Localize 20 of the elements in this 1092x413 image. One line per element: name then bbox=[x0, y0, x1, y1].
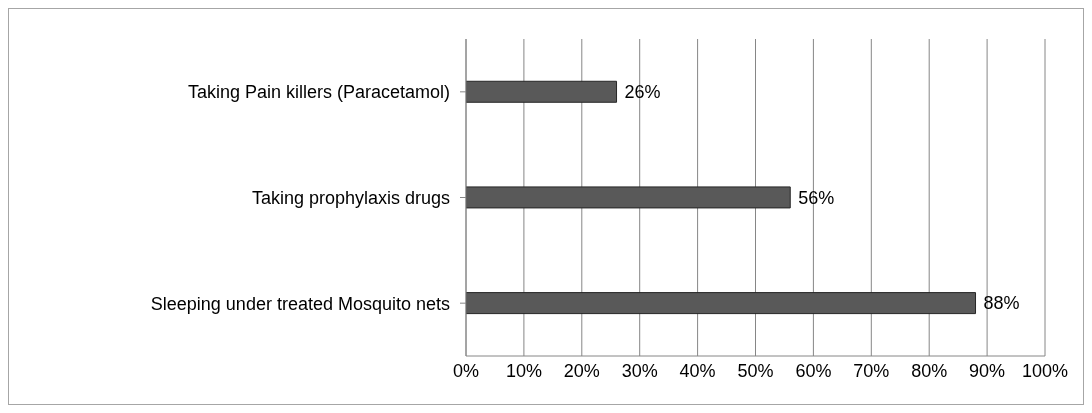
x-tick-label: 0% bbox=[452, 360, 480, 381]
x-tick-label: 90% bbox=[969, 360, 1006, 381]
x-tick-label: 30% bbox=[621, 360, 658, 381]
data-label: 88% bbox=[983, 293, 1020, 314]
bar bbox=[466, 80, 618, 103]
data-label: 26% bbox=[624, 82, 661, 103]
x-tick-label: 100% bbox=[1021, 360, 1069, 381]
bar bbox=[466, 292, 977, 315]
x-tick-label: 70% bbox=[853, 360, 890, 381]
x-tick-label: 40% bbox=[679, 360, 716, 381]
x-tick-label: 80% bbox=[911, 360, 948, 381]
x-tick-label: 10% bbox=[505, 360, 542, 381]
x-tick-label: 20% bbox=[563, 360, 600, 381]
bar bbox=[466, 186, 791, 209]
data-label: 56% bbox=[798, 187, 835, 208]
y-tick-label: Sleeping under treated Mosquito nets bbox=[150, 293, 450, 314]
y-tick-label: Taking Pain killers (Paracetamol) bbox=[187, 82, 450, 103]
x-tick-label: 50% bbox=[737, 360, 774, 381]
y-tick-label: Taking prophylaxis drugs bbox=[251, 187, 450, 208]
x-tick-label: 60% bbox=[795, 360, 832, 381]
